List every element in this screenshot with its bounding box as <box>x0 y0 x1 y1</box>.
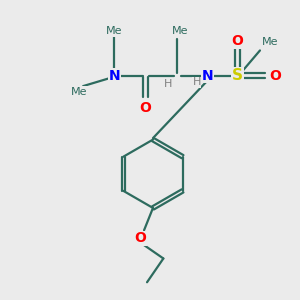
Text: O: O <box>269 69 281 83</box>
Text: N: N <box>202 69 214 83</box>
Text: H: H <box>193 77 201 87</box>
Text: N: N <box>109 69 120 83</box>
Text: O: O <box>135 231 146 245</box>
Text: O: O <box>140 101 152 116</box>
Text: Me: Me <box>172 26 188 36</box>
Text: Me: Me <box>71 87 88 97</box>
Text: H: H <box>164 79 172 89</box>
Text: Me: Me <box>106 26 123 36</box>
Text: S: S <box>232 68 243 83</box>
Text: Me: Me <box>262 38 278 47</box>
Text: O: O <box>232 34 244 48</box>
